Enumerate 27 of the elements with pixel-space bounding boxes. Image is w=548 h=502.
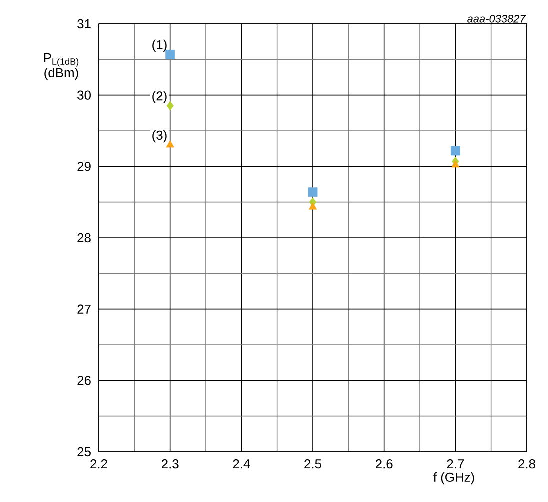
x-tick-label: 2.4 xyxy=(233,460,250,469)
y-tick-label: 28 xyxy=(78,233,91,243)
text: aaa-033827 xyxy=(468,15,526,23)
y-tick-label: 29 xyxy=(78,162,91,172)
point xyxy=(166,140,174,148)
point xyxy=(166,101,174,111)
point xyxy=(166,50,176,60)
point xyxy=(450,146,460,156)
series-label: (1) xyxy=(152,40,167,52)
y-tick-label: 30 xyxy=(78,90,91,100)
y-axis-title: P$_{L(1dB)}$ (dBm) xyxy=(44,54,79,80)
y-tick-label: 25 xyxy=(78,447,91,457)
point xyxy=(308,202,318,210)
series-label: (2) xyxy=(152,91,167,104)
x-tick-label: 2.7 xyxy=(447,460,464,469)
x-tick-label: 2.2 xyxy=(90,460,108,469)
y-tick-label: 26 xyxy=(78,376,91,386)
x-tick-label: 2.6 xyxy=(376,460,393,469)
series-label: (3) xyxy=(152,130,167,143)
y-tick-label: 27 xyxy=(78,304,91,314)
point xyxy=(308,188,318,198)
x-tick-label: 2.8 xyxy=(518,460,536,469)
y-tick-label: 31 xyxy=(78,19,91,29)
x-axis-title: f (GHz) xyxy=(434,472,474,485)
x-tick-label: 2.5 xyxy=(304,460,322,469)
x-tick-label: 2.3 xyxy=(162,460,179,469)
point xyxy=(452,160,460,168)
